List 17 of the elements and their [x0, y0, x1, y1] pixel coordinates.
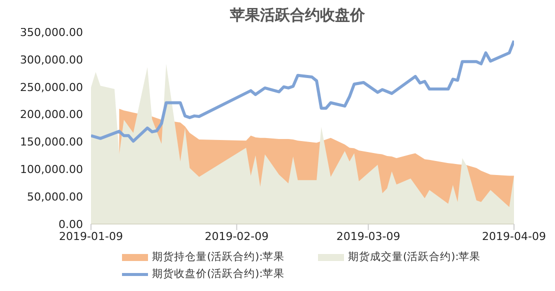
line-series [91, 39, 514, 143]
y-tick-label: 50,000.00 [27, 190, 83, 204]
y-tick-label: 100,000.00 [20, 163, 83, 176]
x-tick-label: 2019-04-09 [482, 230, 546, 243]
x-tick-label: 2019-03-09 [336, 230, 400, 243]
x-tick-label: 2019-02-09 [204, 230, 269, 243]
chart-title: 苹果活跃合约收盘价 [230, 6, 365, 24]
x-tick-label: 2019-01-09 [59, 230, 123, 243]
legend-label: 期货成交量(活跃合约):苹果 [348, 250, 481, 264]
y-tick-label: 0.00 [58, 218, 83, 231]
legend-label: 期货持仓量(活跃合约):苹果 [152, 250, 285, 264]
y-tick-label: 200,000.00 [20, 108, 83, 122]
legend-label: 期货收盘价(活跃合约):苹果 [152, 267, 285, 281]
y-tick-label: 250,000.00 [20, 80, 83, 94]
y-tick-label: 150,000.00 [20, 136, 83, 149]
y-tick-label: 350,000.00 [20, 26, 83, 39]
y-tick-label: 300,000.00 [20, 53, 83, 66]
